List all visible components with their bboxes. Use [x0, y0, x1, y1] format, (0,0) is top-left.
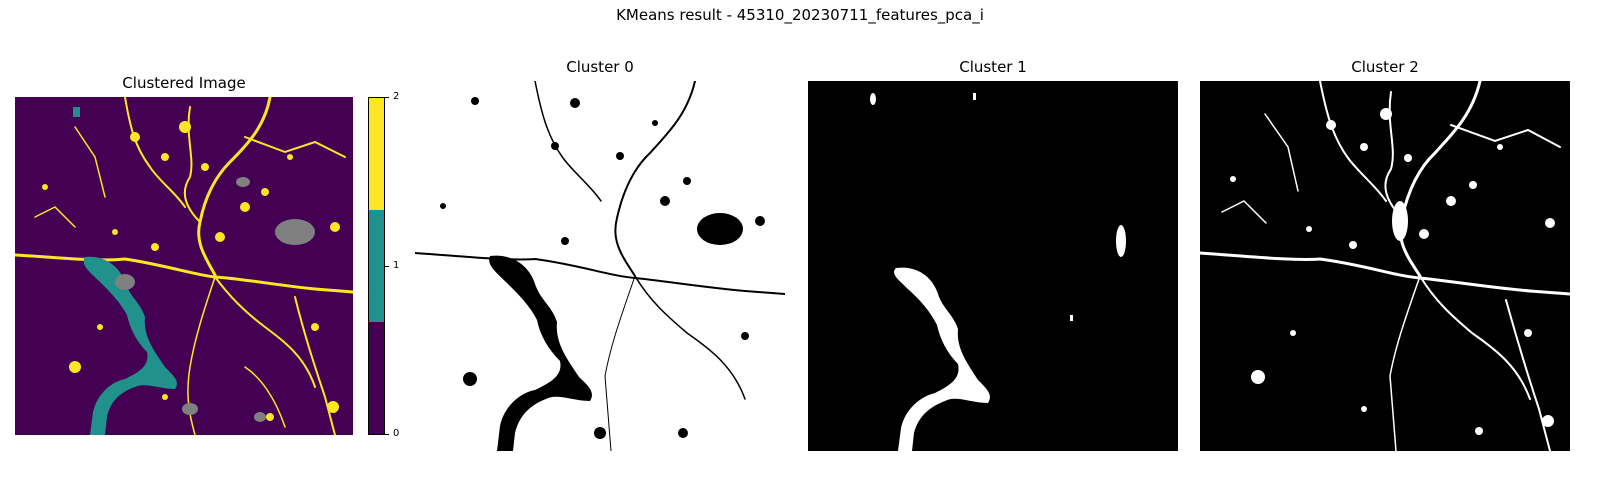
clustered-image-title: Clustered Image [122, 74, 246, 92]
colorbar-label-1: 1 [393, 260, 400, 271]
cluster-0-mask [415, 81, 785, 451]
colorbar [368, 97, 385, 435]
colorbar-tick [385, 434, 389, 435]
clustered-image-map [15, 97, 353, 435]
cluster-1-mask [808, 81, 1178, 451]
cluster-2-title: Cluster 2 [1351, 58, 1419, 76]
colorbar-label-2: 2 [393, 91, 400, 102]
colorbar-tick [385, 97, 389, 98]
colorbar-tick [385, 266, 389, 267]
cluster-1-title: Cluster 1 [959, 58, 1027, 76]
figure-title: KMeans result - 45310_20230711_features_… [616, 6, 984, 24]
cluster-0-title: Cluster 0 [566, 58, 634, 76]
colorbar-label-0: 0 [393, 428, 400, 439]
cluster-2-mask [1200, 81, 1570, 451]
